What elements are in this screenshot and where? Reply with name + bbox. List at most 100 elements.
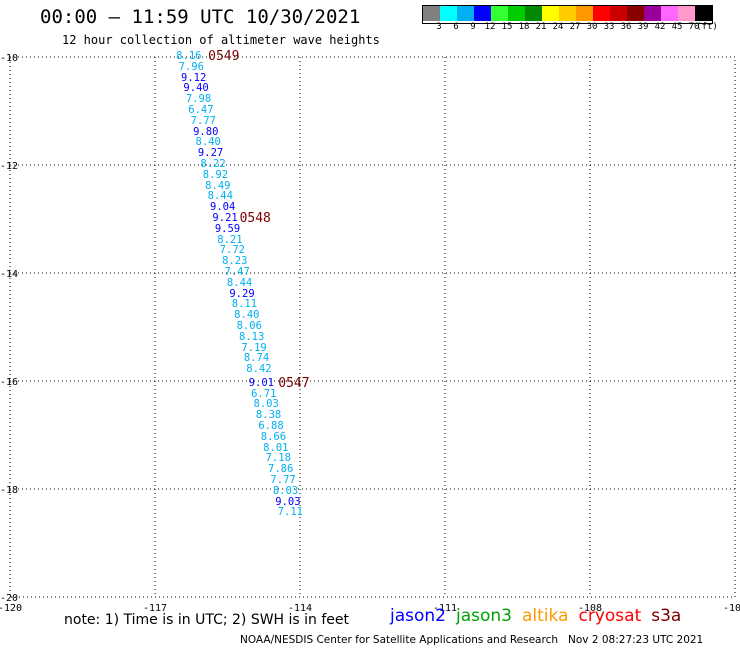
wave-height-value: 7.18 xyxy=(265,452,291,465)
color-swatch xyxy=(661,6,678,21)
color-swatch xyxy=(610,6,627,21)
wave-height-value: 7.86 xyxy=(268,463,294,476)
color-scale-label: 24 xyxy=(552,22,564,32)
wave-height-value: 9.04 xyxy=(210,201,236,214)
wave-height-value: 8.74 xyxy=(243,352,270,365)
x-tick-label: -105 xyxy=(723,603,740,614)
satellite-legend: jason2 jason3 altika cryosat s3a xyxy=(390,606,681,626)
satellite-legend-item: jason3 xyxy=(456,606,512,626)
note-text: note: 1) Time is in UTC; 2) SWH is in fe… xyxy=(64,612,350,628)
wave-height-value: 8.11 xyxy=(231,298,258,311)
wave-height-value: 9.59 xyxy=(214,222,241,235)
satellite-legend-item: jason2 xyxy=(390,606,446,626)
color-scale-label: 12 xyxy=(484,22,496,32)
wave-height-value: 8.16 xyxy=(176,50,202,62)
x-tick-label: -117 xyxy=(143,603,167,614)
wave-height-value: 6.47 xyxy=(188,104,214,116)
wave-height-value: 8.40 xyxy=(195,136,221,149)
color-swatch xyxy=(678,6,695,21)
color-scale-label: 18 xyxy=(518,22,530,32)
wave-height-value: 8.42 xyxy=(246,363,272,376)
wave-height-value: 6.71 xyxy=(251,387,277,400)
x-tick-label: -114 xyxy=(288,603,312,614)
wave-height-value: 8.38 xyxy=(255,409,282,422)
wave-height-value: 9.40 xyxy=(183,82,209,95)
satellite-legend-item: cryosat xyxy=(578,606,642,626)
y-tick-label: -16 xyxy=(0,377,18,388)
wave-height-value: 8.66 xyxy=(260,430,287,443)
wave-height-value: 6.88 xyxy=(258,419,284,432)
satellite-legend-item: s3a xyxy=(651,606,682,626)
footer-timestamp: Nov 2 08:27:23 UTC 2021 xyxy=(568,634,704,646)
wave-height-value: 8.03 xyxy=(253,398,279,411)
wave-height-value: 8.44 xyxy=(226,276,253,289)
wave-height-value: 8.21 xyxy=(217,233,243,246)
wave-height-value: 7.77 xyxy=(270,473,296,486)
color-swatch xyxy=(695,6,712,21)
color-swatch xyxy=(525,6,542,21)
track-time-label: 0549 xyxy=(208,49,240,64)
wave-height-value: 7.98 xyxy=(185,93,212,106)
wave-height-value: 8.40 xyxy=(234,309,260,322)
wave-height-value: 7.96 xyxy=(178,60,204,73)
wave-height-value: 8.03 xyxy=(272,484,299,497)
color-swatch xyxy=(474,6,491,21)
wave-height-value: 9.03 xyxy=(275,495,301,508)
y-tick-label: -14 xyxy=(0,269,18,280)
page-title: 00:00 – 11:59 UTC 10/30/2021 xyxy=(40,6,361,28)
color-scale-label: 33 xyxy=(603,22,615,32)
wave-height-value: 7.19 xyxy=(241,341,267,354)
wave-height-value: 8.22 xyxy=(200,158,226,170)
color-swatch xyxy=(457,6,474,21)
color-scale-label: (ft) xyxy=(696,22,718,32)
color-swatch xyxy=(491,6,508,21)
wave-height-value: 7.11 xyxy=(277,506,303,519)
color-swatch xyxy=(508,6,525,21)
color-scale-label: 45 xyxy=(671,22,683,32)
color-swatch xyxy=(440,6,457,21)
wave-height-value: 9.29 xyxy=(229,287,255,300)
track-time-label: 0547 xyxy=(278,375,310,391)
color-scale-label: 42 xyxy=(654,22,666,32)
color-scale-label: 3 xyxy=(436,22,442,32)
color-scale-label: 9 xyxy=(470,22,476,32)
wave-height-value: 8.13 xyxy=(239,330,265,343)
wave-height-value: 8.06 xyxy=(236,320,262,332)
map-frame xyxy=(9,56,736,598)
footer-org: NOAA/NESDIS Center for Satellite Applica… xyxy=(240,634,558,646)
color-scale-label: 39 xyxy=(637,22,649,32)
y-tick-label: -18 xyxy=(0,485,18,496)
color-swatch xyxy=(576,6,593,21)
y-tick-label: -10 xyxy=(0,53,18,64)
color-scale-label: 36 xyxy=(620,22,632,32)
wave-height-value: 9.01 xyxy=(248,376,274,389)
wave-height-value: 9.12 xyxy=(181,71,207,84)
wave-height-value: 9.80 xyxy=(193,125,219,138)
wave-height-value: 8.23 xyxy=(222,255,248,268)
y-tick-label: -12 xyxy=(0,161,18,172)
page-subtitle: 12 hour collection of altimeter wave hei… xyxy=(62,33,380,47)
wave-height-value: 9.21 xyxy=(212,212,238,224)
wave-height-value: 7.72 xyxy=(219,244,245,257)
color-swatch xyxy=(559,6,576,21)
color-scale-labels: 3 6 9 12 15 18 21 24 27 30 33 36 39 42 45 70 (ft) xyxy=(422,22,740,34)
x-tick-label: -108 xyxy=(578,603,602,614)
wave-height-value: 7.47 xyxy=(224,266,250,278)
wave-height-value: 8.01 xyxy=(263,441,289,454)
color-scale-legend xyxy=(422,5,713,24)
color-swatch xyxy=(627,6,644,21)
track-time-label: 0548 xyxy=(239,211,271,226)
satellite-legend-item: altika xyxy=(522,606,569,626)
color-scale-label: 15 xyxy=(501,22,513,32)
wave-height-value: 8.49 xyxy=(205,179,231,192)
color-swatch xyxy=(542,6,559,21)
footer: NOAA/NESDIS Center for Satellite Applica… xyxy=(240,634,703,646)
color-swatch xyxy=(593,6,610,21)
x-tick-label: -111 xyxy=(433,603,457,614)
color-scale-label: 30 xyxy=(586,22,598,32)
y-tick-label: -20 xyxy=(0,593,18,604)
color-swatch xyxy=(644,6,661,21)
wave-height-value: 8.92 xyxy=(202,168,229,181)
color-scale-label: 70 xyxy=(688,22,700,32)
